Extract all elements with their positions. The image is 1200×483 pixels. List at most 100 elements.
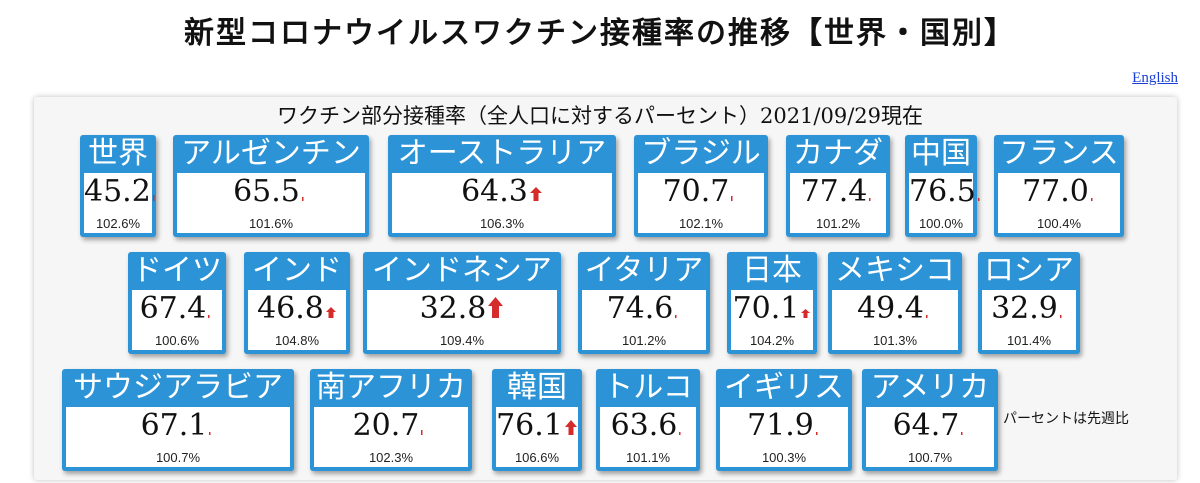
up-arrow-icon [925,315,928,318]
card-body: 46.8 104.8% [248,290,346,350]
country-card: 世界 45.2 102.6% [80,135,156,237]
card-body: 65.5 101.6% [177,173,365,233]
country-card: フランス 77.0 100.4% [994,135,1124,237]
rate-value: 49.4 [857,291,924,326]
country-card: インド 46.8 104.8% [244,252,350,354]
vaccination-rate: 71.9 [720,409,848,443]
footnote: パーセントは先週比 [1003,410,1129,426]
weekly-change-percent: 100.7% [907,450,953,465]
rate-value: 76.5 [909,174,976,209]
country-name: トルコ [603,370,693,405]
country-name: 南アフリカ [316,370,466,405]
page-title: 新型コロナウイルスワクチン接種率の推移【世界・国別】 [184,16,1016,51]
card-body: 64.7 100.7% [866,407,994,467]
card-body: 71.9 100.3% [720,407,848,467]
country-name: インド [252,253,342,288]
vaccination-rate: 32.8 [367,292,557,326]
vaccination-rate: 76.5 [909,174,980,209]
weekly-change-percent: 106.6% [514,450,560,465]
country-card: アメリカ 64.7 100.7% [862,369,998,471]
country-card: 南アフリカ 20.7 102.3% [310,369,472,471]
up-arrow-icon [209,432,211,435]
card-body: 20.7 102.3% [314,407,468,467]
rate-value: 70.1 [732,291,800,326]
country-name: メキシコ [835,253,955,288]
country-name: ロシア [984,253,1074,288]
country-card: メキシコ 49.4 101.3% [828,252,962,354]
rate-value: 74.6 [606,291,674,326]
rate-value: 67.1 [140,408,208,443]
weekly-change-percent: 104.2% [749,333,795,348]
rate-value: 67.4 [139,291,207,326]
card-body: 77.4 101.2% [790,173,886,233]
vaccination-rate: 67.4 [132,292,222,326]
up-arrow-icon [529,187,542,201]
rate-value: 71.9 [747,408,814,443]
up-arrow-icon [675,315,677,318]
rate-value: 20.7 [352,408,420,443]
up-arrow-icon [679,432,681,435]
country-name: インドネシア [372,253,552,288]
rate-value: 77.0 [1022,174,1089,209]
english-link[interactable]: English [1132,70,1178,86]
country-card: アルゼンチン 65.5 101.6% [173,135,369,237]
weekly-change-percent: 102.6% [95,216,141,231]
vaccination-rate: 45.2 [84,174,155,209]
country-card: カナダ 77.4 101.2% [786,135,890,237]
up-arrow-icon [488,297,504,318]
vaccination-rate: 77.4 [790,175,886,209]
country-card: 日本 70.1 104.2% [727,252,817,354]
card-body: 64.3 106.3% [392,173,612,233]
card-body: 77.0 100.4% [998,173,1120,233]
country-card: オーストラリア 64.3 106.3% [388,135,616,237]
country-card: 中国 76.5 100.0% [905,135,980,237]
rate-value: 45.2 [84,174,151,209]
vaccination-rate: 70.1 [731,292,813,326]
vaccination-rate: 64.7 [866,409,994,443]
card-body: 63.6 101.1% [600,407,696,467]
rate-value: 77.4 [800,174,868,209]
rate-value: 32.9 [991,291,1058,326]
country-name: オーストラリア [397,136,607,171]
up-arrow-icon [301,197,304,201]
country-name: 中国 [911,136,971,171]
weekly-change-percent: 101.4% [1006,333,1052,348]
country-name: イタリア [584,253,704,288]
country-name: イギリス [724,370,844,405]
up-arrow-icon [869,198,871,201]
weekly-change-percent: 101.1% [625,450,671,465]
country-name: フランス [999,136,1119,171]
country-card: イタリア 74.6 101.2% [578,252,710,354]
up-arrow-icon [421,430,423,435]
country-name: ブラジル [641,136,761,171]
country-card: 韓国 76.1 106.6% [492,369,582,471]
vaccination-rate: 64.3 [392,175,612,209]
rate-value: 63.6 [610,408,678,443]
vaccination-rate: 65.5 [177,175,365,209]
weekly-change-percent: 100.7% [155,450,201,465]
country-card: トルコ 63.6 101.1% [596,369,700,471]
weekly-change-percent: 106.3% [479,216,525,231]
vaccination-rate: 67.1 [66,409,290,443]
weekly-change-percent: 101.2% [621,333,667,348]
vaccination-rate: 76.1 [496,409,578,443]
up-arrow-icon [1059,315,1062,318]
weekly-change-percent: 100.6% [154,333,200,348]
country-name: アメリカ [870,370,990,405]
weekly-change-percent: 100.0% [918,216,964,231]
up-arrow-icon [325,307,336,318]
up-arrow-icon [815,432,818,435]
card-body: 67.4 100.6% [132,290,222,350]
country-card: ロシア 32.9 101.4% [978,252,1080,354]
card-body: 67.1 100.7% [66,407,290,467]
rate-value: 64.7 [892,408,960,443]
vaccination-rate: 74.6 [582,292,706,326]
country-name: ドイツ [132,253,222,288]
vaccination-rate: 32.9 [982,292,1076,326]
vaccination-rate: 20.7 [314,409,468,443]
weekly-change-percent: 101.3% [872,333,918,348]
card-body: 45.2 102.6% [84,173,155,233]
card-body: 76.1 106.6% [496,407,578,467]
vaccination-rate: 49.4 [832,292,958,326]
country-name: アルゼンチン [181,136,361,171]
